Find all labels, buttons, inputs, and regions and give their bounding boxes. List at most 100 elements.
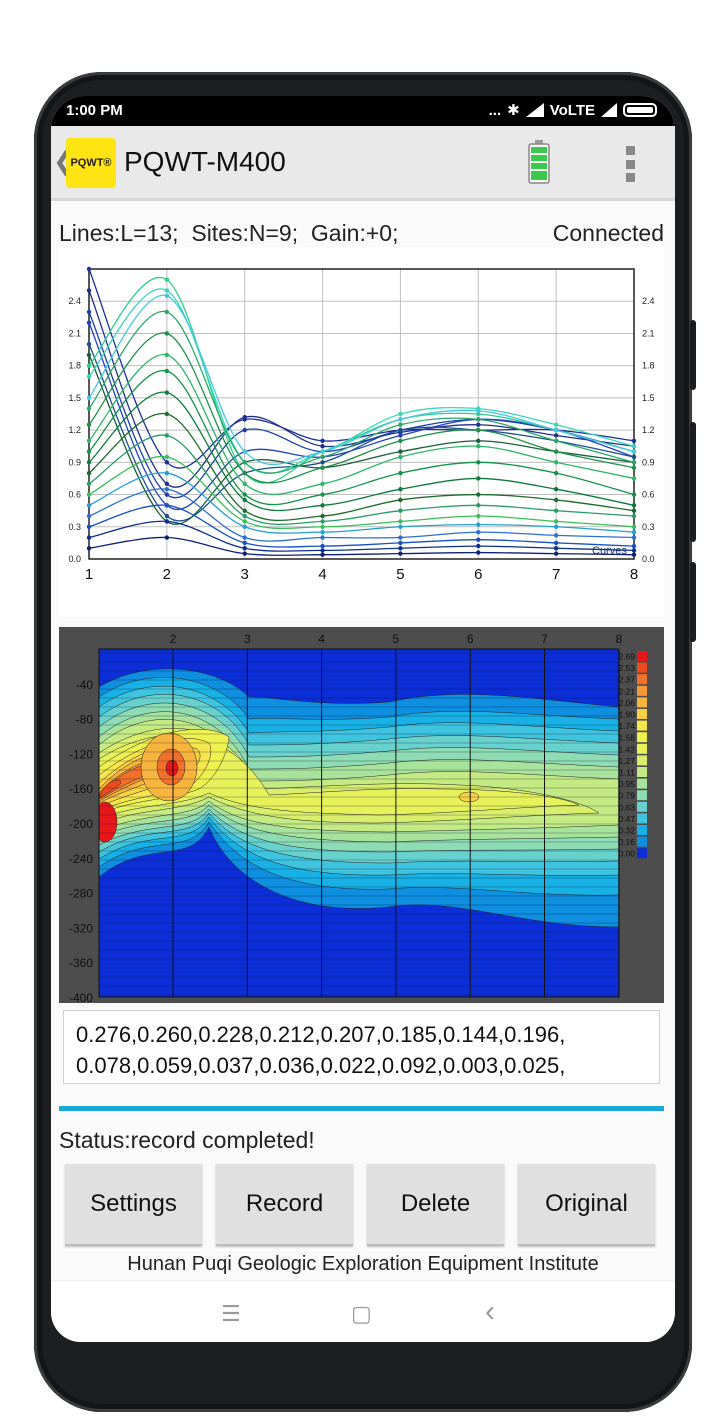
colorbar-swatch xyxy=(637,697,647,708)
data-point xyxy=(398,508,403,513)
data-point xyxy=(86,481,92,487)
navigation-bar: ☰ ▢ ‹ xyxy=(51,1280,675,1342)
data-point xyxy=(86,470,92,476)
data-point xyxy=(320,492,325,497)
data-point xyxy=(320,543,325,549)
settings-button[interactable]: Settings xyxy=(65,1164,202,1246)
series-line xyxy=(88,311,635,499)
data-point xyxy=(553,433,559,438)
data-point xyxy=(86,422,92,427)
y-tick-label: -80 xyxy=(76,713,94,727)
colorbar-label: 0.63 xyxy=(618,802,635,812)
data-point xyxy=(398,519,403,524)
data-point xyxy=(86,449,92,454)
info-line: Lines:L=13; Sites:N=9; Gain:+0; Connecte… xyxy=(59,220,664,247)
overflow-menu-icon[interactable] xyxy=(625,146,635,182)
data-point xyxy=(398,449,403,454)
contour-field xyxy=(99,649,619,997)
data-point xyxy=(631,535,637,540)
colorbar-label: 0.95 xyxy=(618,779,635,789)
x-tick-label: 6 xyxy=(467,632,474,646)
data-point xyxy=(242,427,247,433)
data-point xyxy=(320,444,325,449)
curves-chart: 0.0 0.0 0.3 0.3 0.6 0.6 0.9 0.9 1.2 1.2 1.5 1.5 1.8 1… xyxy=(59,247,664,617)
data-point xyxy=(320,548,325,553)
data-point xyxy=(164,433,170,438)
data-point xyxy=(86,503,92,508)
data-point xyxy=(631,438,637,444)
series-line xyxy=(88,268,635,469)
colorbar-label: 0.00 xyxy=(618,849,635,859)
record-button[interactable]: Record xyxy=(216,1164,353,1246)
data-point xyxy=(631,548,637,553)
colorbar-label: 0.47 xyxy=(618,814,635,824)
x-tick-label: 5 xyxy=(393,632,400,646)
y-tick-label: -400 xyxy=(69,991,93,1003)
data-point xyxy=(242,492,247,497)
data-point xyxy=(86,363,92,368)
y-tick-label: -240 xyxy=(69,852,93,866)
bluetooth-icon: ✱ xyxy=(507,102,520,119)
data-point xyxy=(242,540,247,546)
curves-annotation: Curves xyxy=(592,545,627,557)
data-point xyxy=(86,266,92,272)
data-point xyxy=(553,486,559,492)
back-icon[interactable]: ‹ xyxy=(485,1295,495,1328)
status-time: 1:00 PM xyxy=(66,102,123,119)
data-point xyxy=(398,551,403,556)
menu-icon[interactable]: ☰ xyxy=(221,1301,241,1326)
data-point xyxy=(164,277,170,282)
volume-up-button xyxy=(690,422,696,542)
data-point xyxy=(398,454,403,460)
y-tick-label-right: 2.1 xyxy=(642,328,655,338)
home-icon[interactable]: ▢ xyxy=(351,1301,372,1326)
signal-icon xyxy=(525,103,544,117)
y-tick-label: 0.6 xyxy=(68,490,81,500)
series-line xyxy=(88,276,635,484)
data-point xyxy=(553,551,559,556)
colorbar-swatch xyxy=(637,778,647,789)
data-point xyxy=(164,352,170,358)
data-point xyxy=(320,529,325,535)
data-point xyxy=(320,465,325,470)
y-tick-label: -120 xyxy=(69,747,93,761)
data-point xyxy=(553,533,559,538)
colorbar-swatch xyxy=(637,720,647,731)
data-point xyxy=(320,481,325,487)
y-tick-label: 1.2 xyxy=(68,425,81,435)
colorbar-swatch xyxy=(637,743,647,754)
data-point xyxy=(476,408,481,413)
data-point xyxy=(476,513,481,519)
y-tick-label: -40 xyxy=(76,678,94,692)
data-point xyxy=(398,470,403,476)
data-point xyxy=(242,470,247,476)
data-point xyxy=(631,444,637,449)
data-line-1: 0.276,0.260,0.228,0.212,0.207,0.185,0.14… xyxy=(76,1022,566,1047)
data-point xyxy=(631,529,637,535)
data-point xyxy=(631,460,637,465)
network-type: VoLTE xyxy=(549,101,595,119)
colorbar-swatch xyxy=(637,709,647,719)
data-point xyxy=(553,449,559,454)
series-line xyxy=(88,343,635,522)
data-point xyxy=(631,552,637,557)
series-line xyxy=(88,294,635,466)
app-title: PQWT-M400 xyxy=(124,146,286,177)
delete-button[interactable]: Delete xyxy=(367,1164,504,1246)
data-point xyxy=(476,411,481,417)
y-tick-label: -160 xyxy=(69,782,93,796)
colorbar-label: 1.58 xyxy=(618,733,635,743)
app-bar: ❮ PQWT® PQWT-M400 xyxy=(51,126,675,201)
data-point xyxy=(164,460,170,465)
data-point xyxy=(86,374,92,379)
data-point xyxy=(476,537,481,542)
data-point xyxy=(320,503,325,508)
data-point xyxy=(86,320,92,325)
y-tick-label: 0.9 xyxy=(68,457,81,467)
x-tick-label: 4 xyxy=(318,632,325,646)
series-line xyxy=(88,456,635,530)
original-button[interactable]: Original xyxy=(518,1164,655,1246)
data-point xyxy=(164,535,170,540)
data-point xyxy=(631,492,637,497)
y-tick-label-right: 1.2 xyxy=(642,425,655,435)
